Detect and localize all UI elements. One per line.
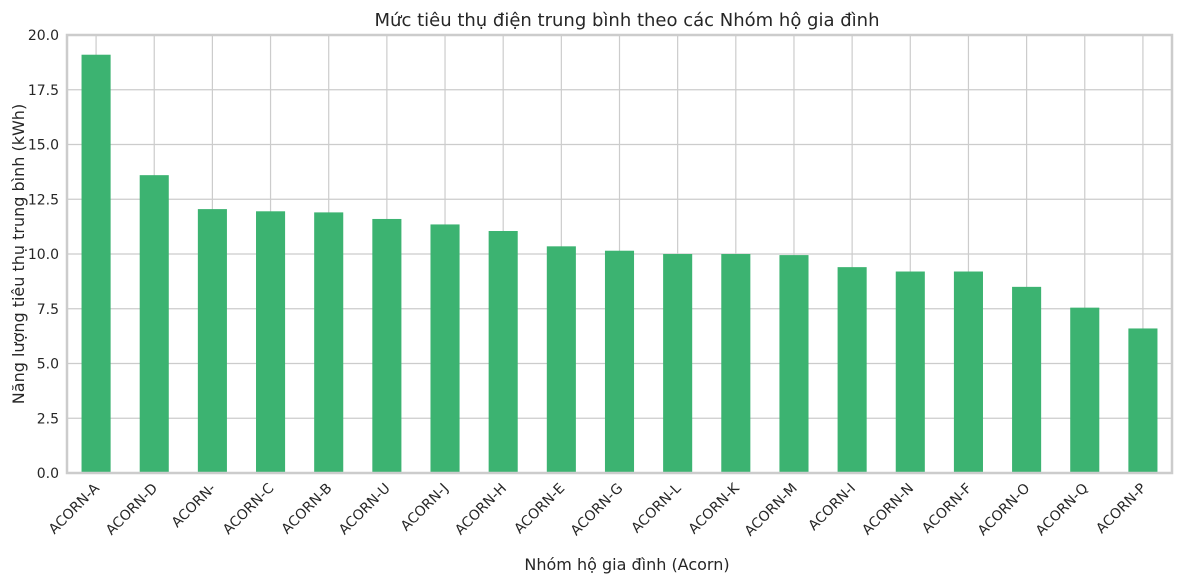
x-tick-label: ACORN-G: [568, 481, 627, 540]
x-tick-label: ACORN-C: [220, 480, 278, 538]
bars-layer: [81, 54, 1158, 474]
bar-acorn-g: [604, 250, 635, 473]
y-tick-label: 0.0: [37, 466, 59, 482]
x-tick-label: ACORN-E: [511, 481, 568, 538]
bar-acorn-j: [430, 224, 460, 473]
x-tick-label: ACORN-B: [279, 481, 336, 538]
x-tick-label: ACORN-N: [859, 481, 917, 539]
x-tick-label: ACORN-: [169, 481, 219, 531]
bar-acorn-n: [895, 271, 925, 473]
bar-acorn-q: [1070, 307, 1100, 473]
x-tick-label: ACORN-P: [1093, 481, 1149, 537]
x-tick-label: ACORN-H: [452, 481, 510, 539]
y-tick-label: 5.0: [37, 357, 59, 373]
bar-acorn-u: [372, 218, 402, 473]
y-tick-label: 7.5: [37, 302, 59, 318]
x-tick-label: ACORN-K: [686, 480, 744, 538]
bar-acorn-d: [139, 175, 169, 473]
y-tick-label: 12.5: [28, 192, 59, 208]
y-tick-label: 15.0: [28, 138, 59, 154]
x-tick-label: ACORN-O: [975, 481, 1034, 540]
x-tick-label: ACORN-F: [919, 481, 975, 537]
bar-acorn-f: [953, 271, 983, 473]
y-tick-label: 20.0: [28, 28, 59, 44]
chart-title: Mức tiêu thụ điện trung bình theo các Nh…: [375, 10, 880, 31]
bar-acorn-h: [488, 231, 518, 473]
y-axis-label: Năng lượng tiêu thụ trung bình (kWh): [9, 104, 28, 404]
bar-acorn-o: [1012, 286, 1042, 473]
bar-acorn-p: [1128, 328, 1158, 473]
bar-acorn-a: [81, 54, 111, 474]
y-tick-label: 2.5: [37, 411, 59, 427]
bar-acorn: [197, 209, 227, 474]
x-tick-label: ACORN-M: [742, 481, 801, 540]
bar-acorn-b: [314, 212, 344, 473]
x-tick-label: ACORN-Q: [1033, 481, 1092, 540]
x-tick-label: ACORN-D: [103, 481, 161, 539]
y-tick-label: 17.5: [28, 83, 59, 99]
bar-acorn-m: [779, 255, 809, 473]
bar-acorn-i: [837, 267, 867, 473]
x-tick-label: ACORN-U: [336, 481, 394, 539]
x-tick-label: ACORN-J: [398, 481, 452, 535]
plot-frame: [65, 33, 1174, 475]
x-tick-labels: ACORN-A ACORN-D ACORN- ACORN-C ACORN-B ACORN-…: [46, 480, 1150, 540]
bar-acorn-c: [256, 211, 286, 474]
bar-acorn-k: [721, 254, 751, 473]
x-tick-label: ACORN-A: [46, 480, 103, 537]
y-tick-labels: 0.0 2.5 5.0 7.5 10.0 12.5 15.0 17.5 20.0: [28, 28, 59, 482]
bar-acorn-l: [663, 254, 693, 473]
bar-acorn-e: [546, 246, 576, 473]
x-axis-label: Nhóm hộ gia đình (Acorn): [524, 555, 729, 574]
y-tick-label: 10.0: [28, 247, 59, 263]
x-tick-label: ACORN-L: [628, 480, 684, 536]
x-tick-label: ACORN-I: [806, 481, 859, 534]
